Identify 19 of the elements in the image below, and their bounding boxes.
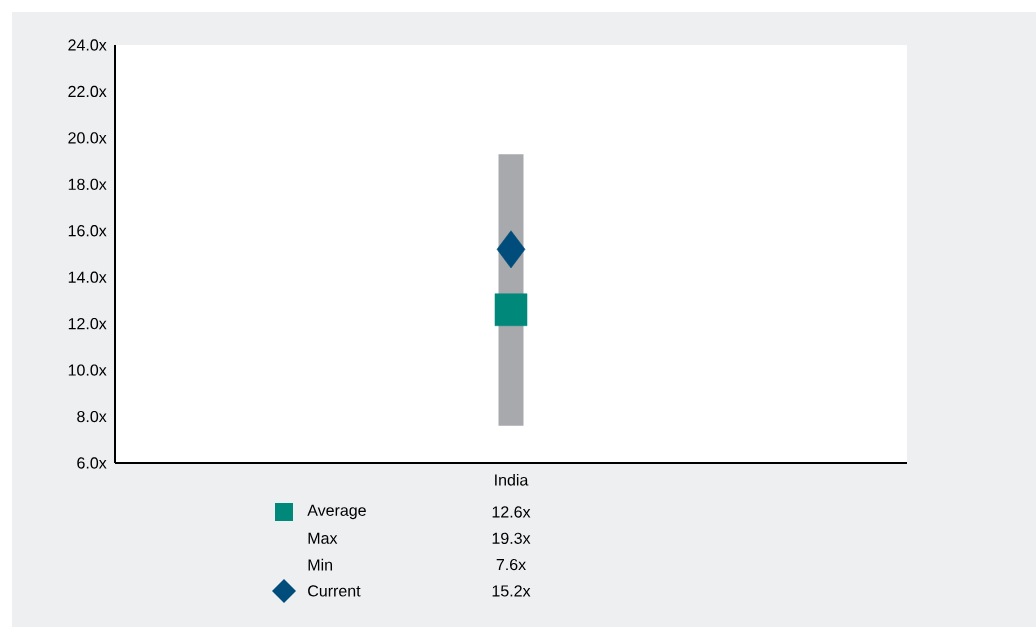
y-tick-label: 18.0x [68,178,107,190]
y-tick-label: 22.0x [68,85,107,98]
y-tick-label: 10.0x [68,364,107,376]
y-tick-label: 6.0x [77,457,107,469]
y-tick-label: 16.0x [68,225,107,237]
y-tick-label: 14.0x [68,271,107,283]
text: 15.2x [492,585,531,597]
legend-label: Current [308,585,361,597]
text: 19.3x [492,532,531,544]
y-tick-label: 12.0x [68,317,107,330]
text: 7.6x [496,558,526,571]
x-tick-label: India [495,473,529,486]
text: 12.6x [492,506,531,518]
y-tick-label: 24.0x [68,39,107,51]
text: Min [308,558,333,571]
text: Max [308,532,338,544]
y-tick-label: 20.0x [68,132,107,144]
y-tick-label: 8.0x [77,410,107,423]
legend-label: Average [307,504,366,520]
